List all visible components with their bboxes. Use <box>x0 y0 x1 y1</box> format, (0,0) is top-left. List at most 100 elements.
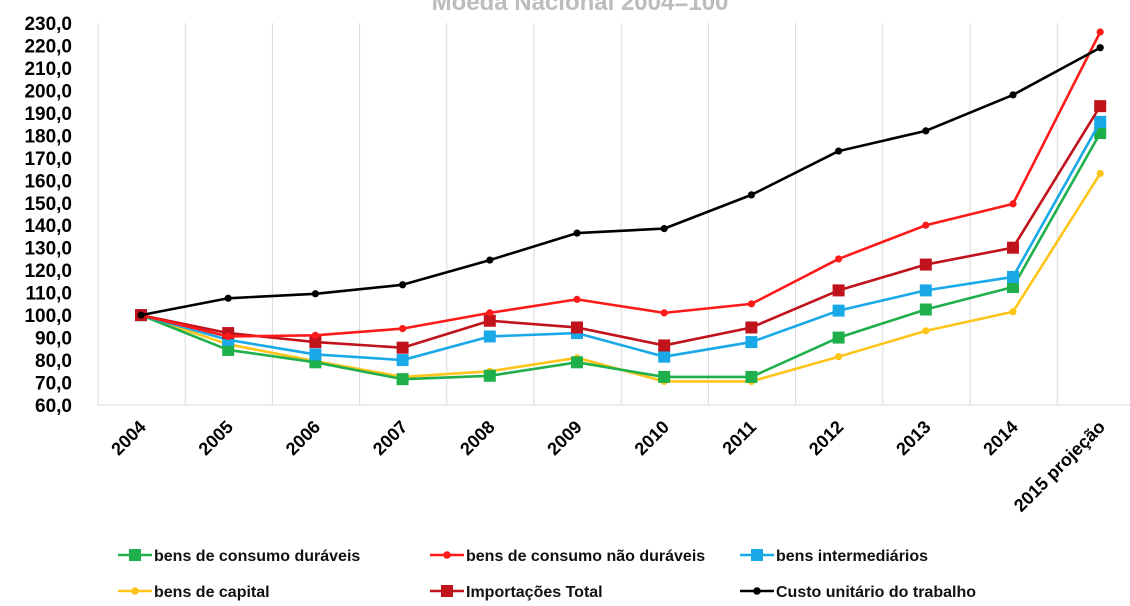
x-tick-label: 2008 <box>456 417 498 459</box>
data-point <box>747 300 756 308</box>
data-point <box>399 325 407 333</box>
x-tick-label: 2007 <box>369 417 411 459</box>
legend-label: bens intermediários <box>776 548 928 565</box>
x-tick-label: 2014 <box>979 417 1021 459</box>
y-tick-label: 220,0 <box>24 36 72 57</box>
series-line <box>140 105 1102 350</box>
data-point <box>224 332 232 341</box>
x-tick-label: 2004 <box>107 417 149 459</box>
data-point <box>486 256 494 264</box>
data-point <box>222 343 235 356</box>
x-tick-label: 2015 projeção <box>1010 417 1109 516</box>
y-tick-label: 210,0 <box>24 59 72 80</box>
series-5 <box>137 44 1104 319</box>
data-point <box>747 191 756 199</box>
data-point <box>660 309 668 317</box>
y-tick-label: 140,0 <box>24 216 72 237</box>
data-point <box>1007 270 1019 283</box>
series-1 <box>137 28 1104 341</box>
data-point <box>1007 241 1019 254</box>
y-axis-ticks: 60,070,080,090,0100,0110,0120,0130,0140,… <box>24 14 72 417</box>
y-tick-label: 180,0 <box>24 126 72 147</box>
data-point <box>571 356 583 369</box>
data-point <box>835 353 843 361</box>
x-tick-label: 2013 <box>892 417 934 459</box>
x-tick-label: 2006 <box>282 417 324 459</box>
x-tick-label: 2009 <box>543 417 585 459</box>
data-point <box>658 339 671 352</box>
series-group <box>135 28 1107 386</box>
y-tick-label: 200,0 <box>24 81 72 102</box>
legend-label: Importações Total <box>466 584 603 601</box>
data-point <box>835 255 843 263</box>
y-tick-label: 90,0 <box>35 329 72 350</box>
data-point <box>483 330 496 343</box>
series-line <box>140 132 1102 381</box>
y-tick-label: 170,0 <box>24 149 72 170</box>
data-point <box>399 281 407 289</box>
legend-marker <box>441 585 453 597</box>
data-point <box>658 370 671 383</box>
y-tick-label: 120,0 <box>24 261 72 282</box>
data-point <box>832 304 845 317</box>
legend-label: Custo unitário do trabalho <box>776 584 976 601</box>
data-point <box>835 147 843 155</box>
y-tick-label: 190,0 <box>24 104 72 125</box>
data-point <box>922 221 930 229</box>
x-tick-label: 2010 <box>631 417 673 459</box>
y-tick-label: 110,0 <box>26 284 73 305</box>
data-point <box>483 369 496 382</box>
data-point <box>396 341 409 354</box>
legend: bens de consumo duráveis bens de consumo … <box>118 548 976 601</box>
data-point <box>309 348 322 361</box>
data-point <box>1094 127 1107 140</box>
chart-title-partial: Moeda Nacional 2004=100 <box>432 0 729 16</box>
y-tick-label: 130,0 <box>24 239 72 260</box>
x-axis-ticks: 2004 2005 2006 2007 2008 2009 2010 2011 2012 2013… <box>107 417 1109 516</box>
data-point <box>483 314 496 327</box>
legend-item: Importações Total <box>430 584 603 601</box>
data-point <box>1096 28 1104 36</box>
data-point <box>919 258 932 271</box>
series-line <box>140 31 1102 338</box>
data-point <box>1096 44 1104 52</box>
data-point <box>1096 169 1104 178</box>
data-point <box>919 284 932 297</box>
legend-marker <box>131 587 139 595</box>
series-0 <box>135 127 1107 386</box>
data-point <box>745 321 758 334</box>
series-2 <box>135 115 1107 367</box>
x-tick-label: 2012 <box>805 417 847 459</box>
legend-marker <box>443 551 451 559</box>
data-point <box>919 303 932 316</box>
legend-item: bens de capital <box>118 584 270 601</box>
x-tick-label: 2011 <box>718 417 760 459</box>
legend-label: bens de capital <box>154 584 270 601</box>
data-point <box>573 229 581 237</box>
data-point <box>660 225 668 233</box>
data-point <box>922 327 930 335</box>
data-point <box>486 309 494 317</box>
legend-item: bens de consumo duráveis <box>118 548 360 565</box>
series-3 <box>137 169 1104 386</box>
data-point <box>922 127 930 135</box>
legend-item: bens de consumo não duráveis <box>430 548 705 565</box>
legend-marker <box>751 549 763 561</box>
legend-item: Custo unitário do trabalho <box>740 584 976 601</box>
y-tick-label: 150,0 <box>24 194 72 215</box>
data-point <box>1007 281 1019 294</box>
data-point <box>745 336 758 349</box>
data-point <box>396 373 409 386</box>
legend-label: bens de consumo duráveis <box>154 548 360 565</box>
data-point <box>832 331 845 344</box>
y-tick-label: 60,0 <box>35 396 72 417</box>
data-point <box>1094 115 1107 128</box>
data-point <box>832 284 845 297</box>
data-point <box>311 331 319 339</box>
data-point <box>137 311 145 319</box>
y-tick-label: 160,0 <box>24 171 72 192</box>
series-4 <box>135 100 1107 354</box>
legend-marker <box>129 549 141 561</box>
data-point <box>309 336 322 349</box>
